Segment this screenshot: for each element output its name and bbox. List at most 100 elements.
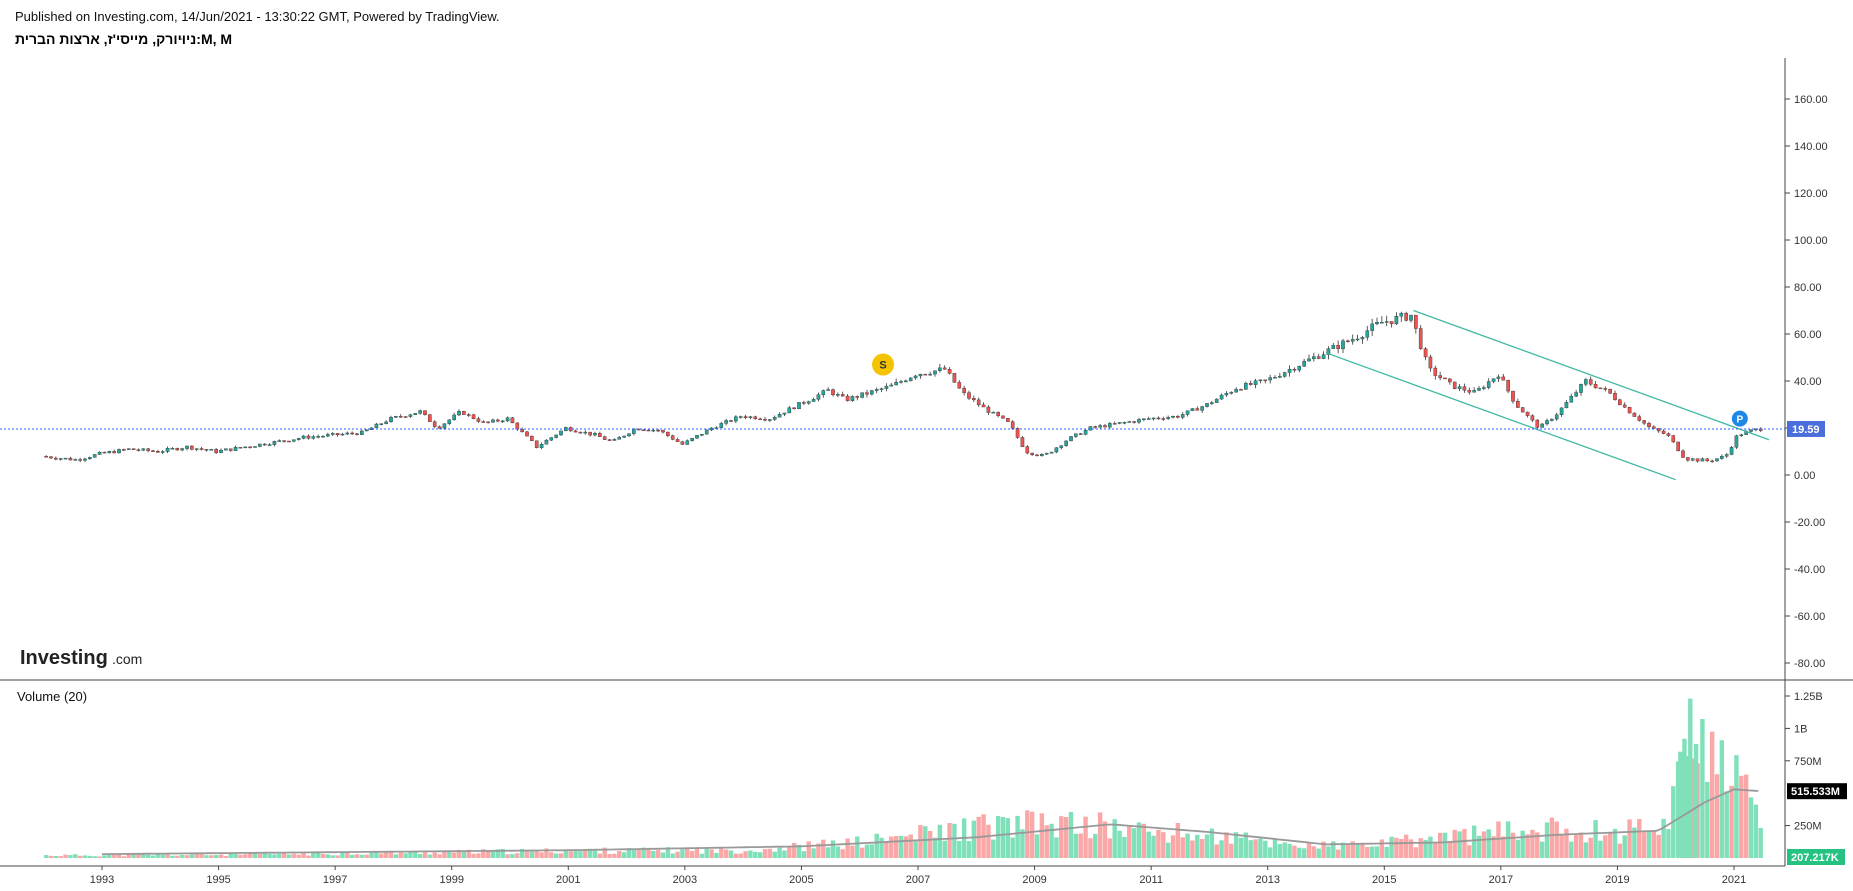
candle-body	[952, 373, 957, 383]
volume-bar	[1049, 823, 1054, 858]
candle-body	[107, 451, 112, 454]
candle-body	[1423, 348, 1428, 358]
candle-body	[1370, 323, 1374, 331]
split-marker-label: S	[879, 360, 886, 372]
volume-bar	[889, 836, 894, 858]
price-candle	[476, 416, 481, 423]
price-candle	[1559, 407, 1564, 417]
price-candle	[1652, 425, 1656, 429]
candle-body	[403, 416, 408, 418]
volume-bar	[617, 850, 622, 858]
volume-bar	[1136, 822, 1142, 858]
price-candle	[228, 448, 233, 452]
volume-bar	[1214, 844, 1219, 858]
price-candle	[1671, 434, 1676, 443]
volume-bar	[621, 852, 627, 858]
volume-axis: 1.25B 1B 750M 250M	[1785, 691, 1823, 833]
price-tick-label: -80.00	[1794, 658, 1825, 670]
candle-body	[180, 448, 184, 451]
volume-bar	[665, 847, 671, 858]
volume-bar	[1651, 830, 1657, 858]
price-candle	[1710, 459, 1714, 463]
volume-bar	[1127, 825, 1132, 858]
candle-body	[855, 396, 860, 398]
candle-body	[1195, 408, 1200, 411]
price-candle	[957, 380, 962, 389]
candle-body	[1729, 447, 1734, 455]
price-candle	[753, 415, 758, 420]
price-candle	[806, 400, 811, 405]
volume-bar	[1097, 812, 1103, 858]
candle-body	[238, 447, 243, 449]
candle-body	[724, 420, 728, 424]
price-candle	[243, 446, 248, 449]
price-candle	[1637, 414, 1642, 422]
price-candle	[1550, 418, 1554, 422]
volume-bar	[223, 855, 229, 858]
candle-body	[860, 392, 864, 398]
candle-body	[923, 373, 928, 376]
price-candle	[78, 457, 82, 463]
volume-bar	[1685, 755, 1691, 858]
candle-body	[1380, 321, 1384, 324]
price-candle	[452, 412, 456, 421]
volume-bar	[1544, 822, 1550, 858]
candle-body	[486, 421, 490, 423]
price-candle	[92, 453, 97, 458]
candle-body	[165, 448, 170, 452]
candle-body	[437, 426, 442, 429]
volume-bar	[583, 849, 588, 858]
price-candle	[1632, 412, 1637, 417]
volume-bar	[816, 843, 821, 858]
volume-bar	[1588, 837, 1593, 858]
volume-bar	[369, 852, 374, 858]
price-candle	[1214, 398, 1219, 403]
volume-bar	[1034, 834, 1040, 858]
candle-body	[1486, 381, 1491, 388]
price-candle	[510, 416, 515, 424]
volume-pane-label: Volume (20)	[17, 689, 87, 704]
candle-body	[1117, 422, 1122, 424]
volume-bar	[689, 850, 695, 858]
volume-bar	[884, 841, 889, 858]
candle-body	[1516, 400, 1520, 408]
price-candle	[520, 427, 524, 433]
volume-bar	[1641, 832, 1647, 858]
volume-bar	[529, 849, 535, 858]
price-candle	[967, 390, 971, 401]
volume-bar	[1258, 838, 1263, 858]
candle-body	[1326, 348, 1331, 355]
volume-bar	[1355, 843, 1360, 858]
volume-bar	[932, 837, 938, 858]
volume-bar	[1501, 836, 1506, 858]
volume-bar	[699, 853, 705, 858]
price-tick-label: 80.00	[1794, 282, 1822, 294]
candle-body	[1210, 402, 1214, 404]
price-candle	[224, 448, 228, 451]
volume-bar	[1607, 832, 1613, 858]
volume-bar	[1505, 821, 1511, 858]
price-candle	[729, 419, 733, 422]
candle-body	[1020, 437, 1025, 447]
candle-body	[743, 416, 748, 419]
price-candle	[160, 450, 165, 455]
candle-body	[277, 440, 282, 442]
price-candle	[1064, 440, 1068, 447]
volume-bar	[257, 853, 263, 858]
candle-body	[214, 449, 218, 453]
price-candle	[1195, 406, 1200, 411]
candle-body	[1205, 403, 1209, 407]
candle-body	[398, 416, 403, 418]
candle-body	[598, 433, 602, 437]
candle-body	[1360, 337, 1365, 340]
time-tick-label: 2019	[1605, 874, 1629, 886]
volume-bar	[855, 836, 860, 858]
candle-body	[1302, 360, 1306, 367]
price-candle	[1501, 373, 1506, 381]
candle-body	[500, 420, 505, 423]
price-candle	[666, 431, 670, 438]
candle-body	[156, 451, 160, 453]
candle-body	[204, 449, 209, 451]
candle-body	[374, 423, 379, 429]
